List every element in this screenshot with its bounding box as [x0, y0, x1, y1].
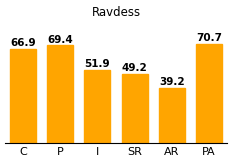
Title: Ravdess: Ravdess [91, 6, 140, 19]
Text: 51.9: 51.9 [84, 59, 110, 69]
Text: 66.9: 66.9 [10, 38, 36, 48]
Bar [158, 88, 184, 143]
Bar [195, 44, 221, 143]
Bar [10, 49, 36, 143]
Bar [84, 70, 110, 143]
Bar [47, 46, 73, 143]
Text: 49.2: 49.2 [121, 63, 147, 73]
Text: 69.4: 69.4 [47, 35, 73, 45]
Bar [121, 74, 147, 143]
Text: 70.7: 70.7 [195, 33, 221, 43]
Text: 39.2: 39.2 [158, 77, 184, 87]
